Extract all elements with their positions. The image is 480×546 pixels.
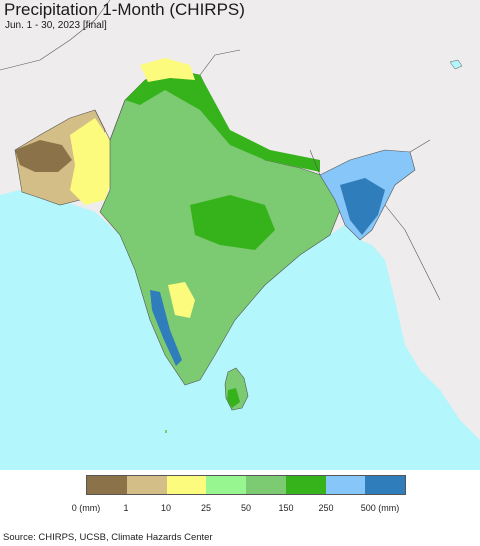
legend-tick-label: 500 (mm) (360, 503, 400, 513)
kashmir-yellow (140, 58, 195, 82)
legend-swatch (166, 476, 207, 494)
legend-tick-label: 250 (318, 503, 334, 513)
legend-swatch (87, 476, 127, 494)
legend-tick-label: 150 (278, 503, 294, 513)
small-lake-icon (449, 59, 463, 70)
maldives-dot (165, 430, 167, 433)
legend-tick-label: 1 (123, 503, 129, 513)
legend-tick-label: 25 (200, 503, 212, 513)
legend-tick-label: 0 (mm) (71, 503, 101, 513)
western-ghats-coast (150, 290, 182, 366)
legend-swatch (365, 476, 405, 494)
legend-swatch (126, 476, 167, 494)
legend-tick-label: 10 (160, 503, 172, 513)
legend-tick-label: 50 (240, 503, 252, 513)
legend-panel: 0 (mm) 1 10 25 50 150 250 500 (mm) Sourc… (0, 470, 480, 546)
legend-color-bar (86, 475, 406, 495)
ocean (0, 190, 480, 470)
map-subtitle: Jun. 1 - 30, 2023 [final] (5, 20, 107, 31)
precipitation-map[interactable]: Precipitation 1-Month (CHIRPS) Jun. 1 - … (0, 0, 480, 470)
legend-swatch (246, 476, 286, 494)
map-canvas (0, 0, 480, 470)
legend-swatch (285, 476, 326, 494)
balochistan-arid (15, 140, 72, 172)
himalaya-belt (125, 70, 320, 172)
sindh-yellow (70, 118, 115, 205)
central-india-heavy-rain (190, 195, 275, 250)
map-title: Precipitation 1-Month (CHIRPS) (4, 0, 245, 19)
bangladesh-heavy-rain (340, 178, 385, 235)
deccan-dry-patch (168, 282, 195, 318)
international-borders (0, 0, 441, 301)
sri-lanka-wet-zone (227, 388, 240, 408)
legend-swatch (325, 476, 366, 494)
source-credit: Source: CHIRPS, UCSB, Climate Hazards Ce… (3, 532, 213, 543)
legend-swatch (206, 476, 246, 494)
